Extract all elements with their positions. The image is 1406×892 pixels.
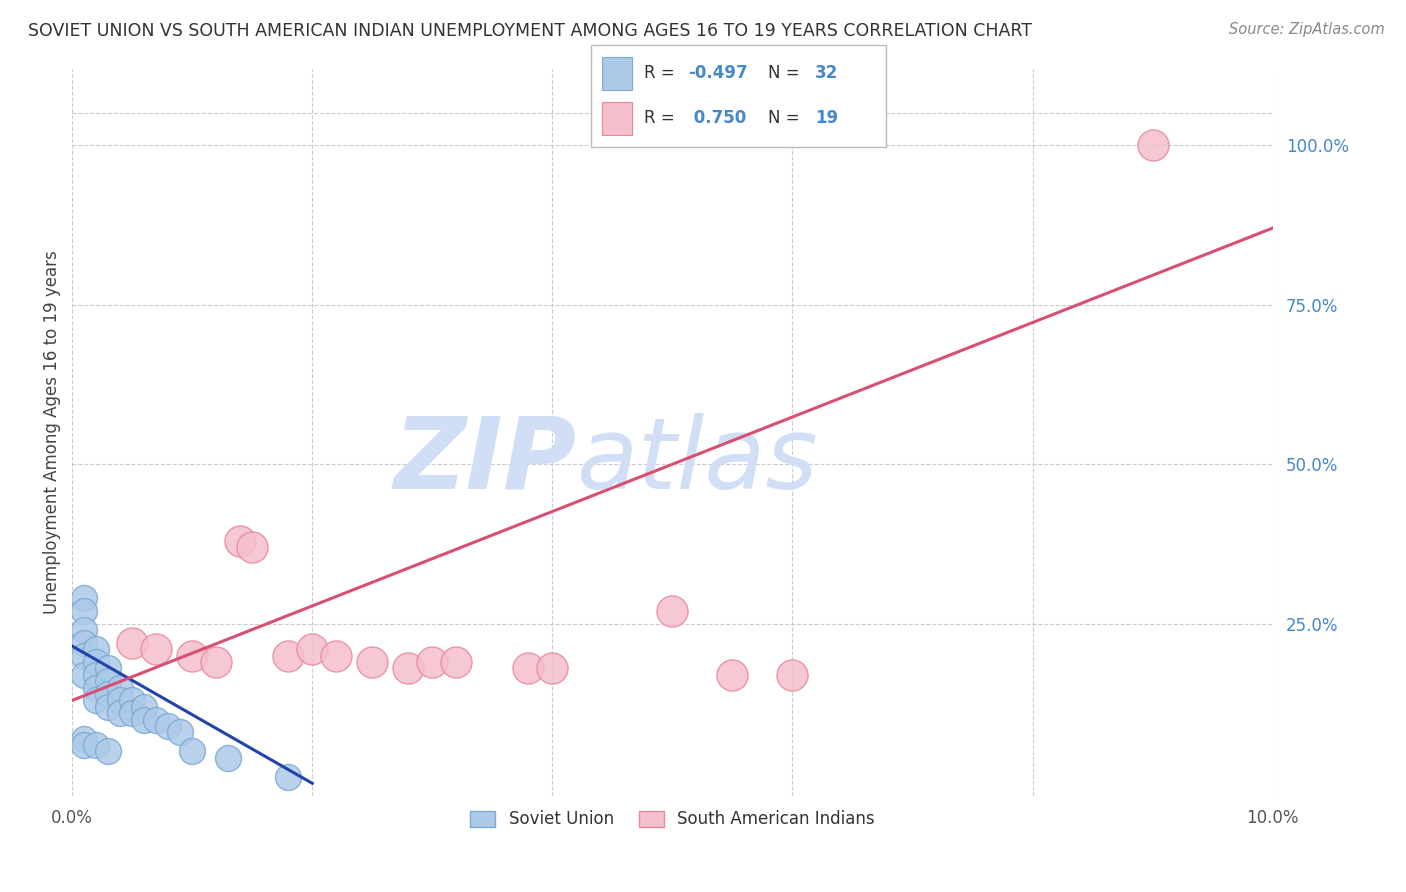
Point [277, 770, 299, 784]
Point [446, 655, 468, 669]
Point [396, 661, 419, 675]
Point [134, 713, 156, 727]
Point [181, 648, 204, 663]
Point [240, 540, 263, 554]
Point [73, 738, 96, 752]
Point [110, 681, 132, 695]
Point [84, 693, 107, 707]
Point [84, 655, 107, 669]
Point [229, 533, 252, 548]
Text: Source: ZipAtlas.com: Source: ZipAtlas.com [1229, 22, 1385, 37]
Point [541, 661, 564, 675]
Point [97, 744, 120, 758]
Point [157, 719, 180, 733]
FancyBboxPatch shape [591, 45, 886, 147]
Text: R =: R = [644, 110, 679, 128]
Point [84, 668, 107, 682]
Point [782, 668, 804, 682]
Point [169, 725, 191, 739]
Point [84, 642, 107, 657]
Point [73, 604, 96, 618]
Point [97, 687, 120, 701]
Point [145, 713, 167, 727]
Point [422, 655, 444, 669]
Y-axis label: Unemployment Among Ages 16 to 19 years: Unemployment Among Ages 16 to 19 years [44, 251, 60, 615]
Point [73, 731, 96, 746]
Point [97, 661, 120, 675]
Point [73, 668, 96, 682]
Point [361, 655, 384, 669]
Point [721, 668, 744, 682]
Point [84, 681, 107, 695]
Point [205, 655, 228, 669]
Text: atlas: atlas [576, 413, 818, 510]
Text: 32: 32 [815, 64, 838, 82]
Point [325, 648, 347, 663]
Point [84, 738, 107, 752]
Point [73, 591, 96, 606]
Point [97, 674, 120, 689]
Point [181, 744, 204, 758]
Text: R =: R = [644, 64, 679, 82]
Point [110, 706, 132, 720]
Point [110, 693, 132, 707]
Point [121, 636, 143, 650]
Point [73, 623, 96, 637]
Point [1142, 138, 1164, 153]
Point [73, 648, 96, 663]
Text: ZIP: ZIP [394, 413, 576, 510]
Point [277, 648, 299, 663]
Point [121, 693, 143, 707]
Legend: Soviet Union, South American Indians: Soviet Union, South American Indians [464, 804, 882, 835]
Text: SOVIET UNION VS SOUTH AMERICAN INDIAN UNEMPLOYMENT AMONG AGES 16 TO 19 YEARS COR: SOVIET UNION VS SOUTH AMERICAN INDIAN UN… [28, 22, 1032, 40]
Point [217, 751, 239, 765]
Point [97, 699, 120, 714]
Point [661, 604, 683, 618]
Point [121, 706, 143, 720]
Point [517, 661, 540, 675]
Text: -0.497: -0.497 [688, 64, 748, 82]
Point [134, 699, 156, 714]
Text: 19: 19 [815, 110, 838, 128]
Bar [602, 57, 631, 90]
Point [73, 636, 96, 650]
Point [301, 642, 323, 657]
Text: N =: N = [768, 64, 804, 82]
Text: 0.750: 0.750 [688, 110, 747, 128]
Text: N =: N = [768, 110, 804, 128]
Bar [602, 102, 631, 135]
Point [145, 642, 167, 657]
